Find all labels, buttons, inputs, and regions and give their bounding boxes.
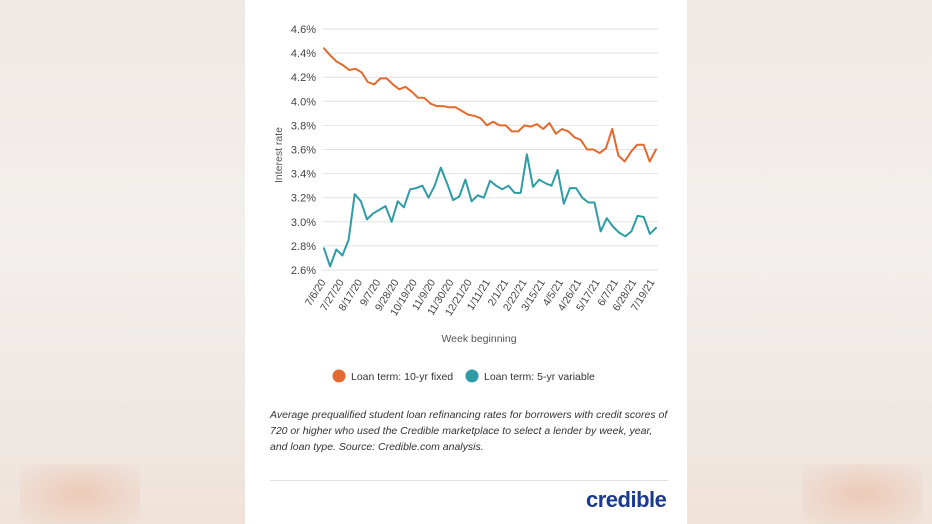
chart-card xyxy=(245,0,687,524)
legend: Loan term: 10-yr fixed Loan term: 5-yr va… xyxy=(332,369,595,383)
series-line-10yr-fixed xyxy=(323,47,657,163)
y-tick-label: 3.4% xyxy=(291,169,316,181)
y-tick-label: 4.4% xyxy=(291,48,316,60)
y-axis-title: Interest rate xyxy=(273,127,285,183)
y-tick-label: 3.6% xyxy=(291,145,316,157)
divider xyxy=(270,480,668,481)
y-tick-label: 4.0% xyxy=(291,96,316,108)
chart-caption: Average prequalified student loan refina… xyxy=(270,409,668,453)
y-tick-labels: 2.6% 2.8% 3.0% 3.2% 3.4% 3.6% 3.8% 4.0% 4.2% 4.4%… xyxy=(291,24,316,277)
legend-marker xyxy=(465,369,479,383)
y-tick-label: 3.2% xyxy=(291,193,316,205)
y-tick-label: 2.8% xyxy=(291,241,316,253)
legend-marker xyxy=(332,369,346,383)
y-tick-label: 2.6% xyxy=(291,265,316,277)
credible-logo: credible xyxy=(586,487,667,512)
y-tick-label: 3.8% xyxy=(291,120,316,132)
y-tick-label: 4.6% xyxy=(291,24,316,36)
x-axis-title: Week beginning xyxy=(441,333,516,345)
legend-label: Loan term: 5-yr variable xyxy=(484,371,595,383)
x-tick-labels: 7/6/207/27/208/17/209/7/209/28/2010/19/2… xyxy=(303,277,658,318)
y-tick-label: 3.0% xyxy=(291,217,316,229)
series-lines xyxy=(323,47,657,268)
series-line-5yr-variable xyxy=(323,153,657,268)
background-right xyxy=(687,0,932,524)
legend-label: Loan term: 10-yr fixed xyxy=(351,371,453,383)
y-tick-label: 4.2% xyxy=(291,72,316,84)
grid-lines xyxy=(322,28,658,271)
background-left xyxy=(0,0,245,524)
line-chart: 2.6% 2.8% 3.0% 3.2% 3.4% 3.6% 3.8% 4.0% 4.2% 4.4%… xyxy=(273,24,658,383)
